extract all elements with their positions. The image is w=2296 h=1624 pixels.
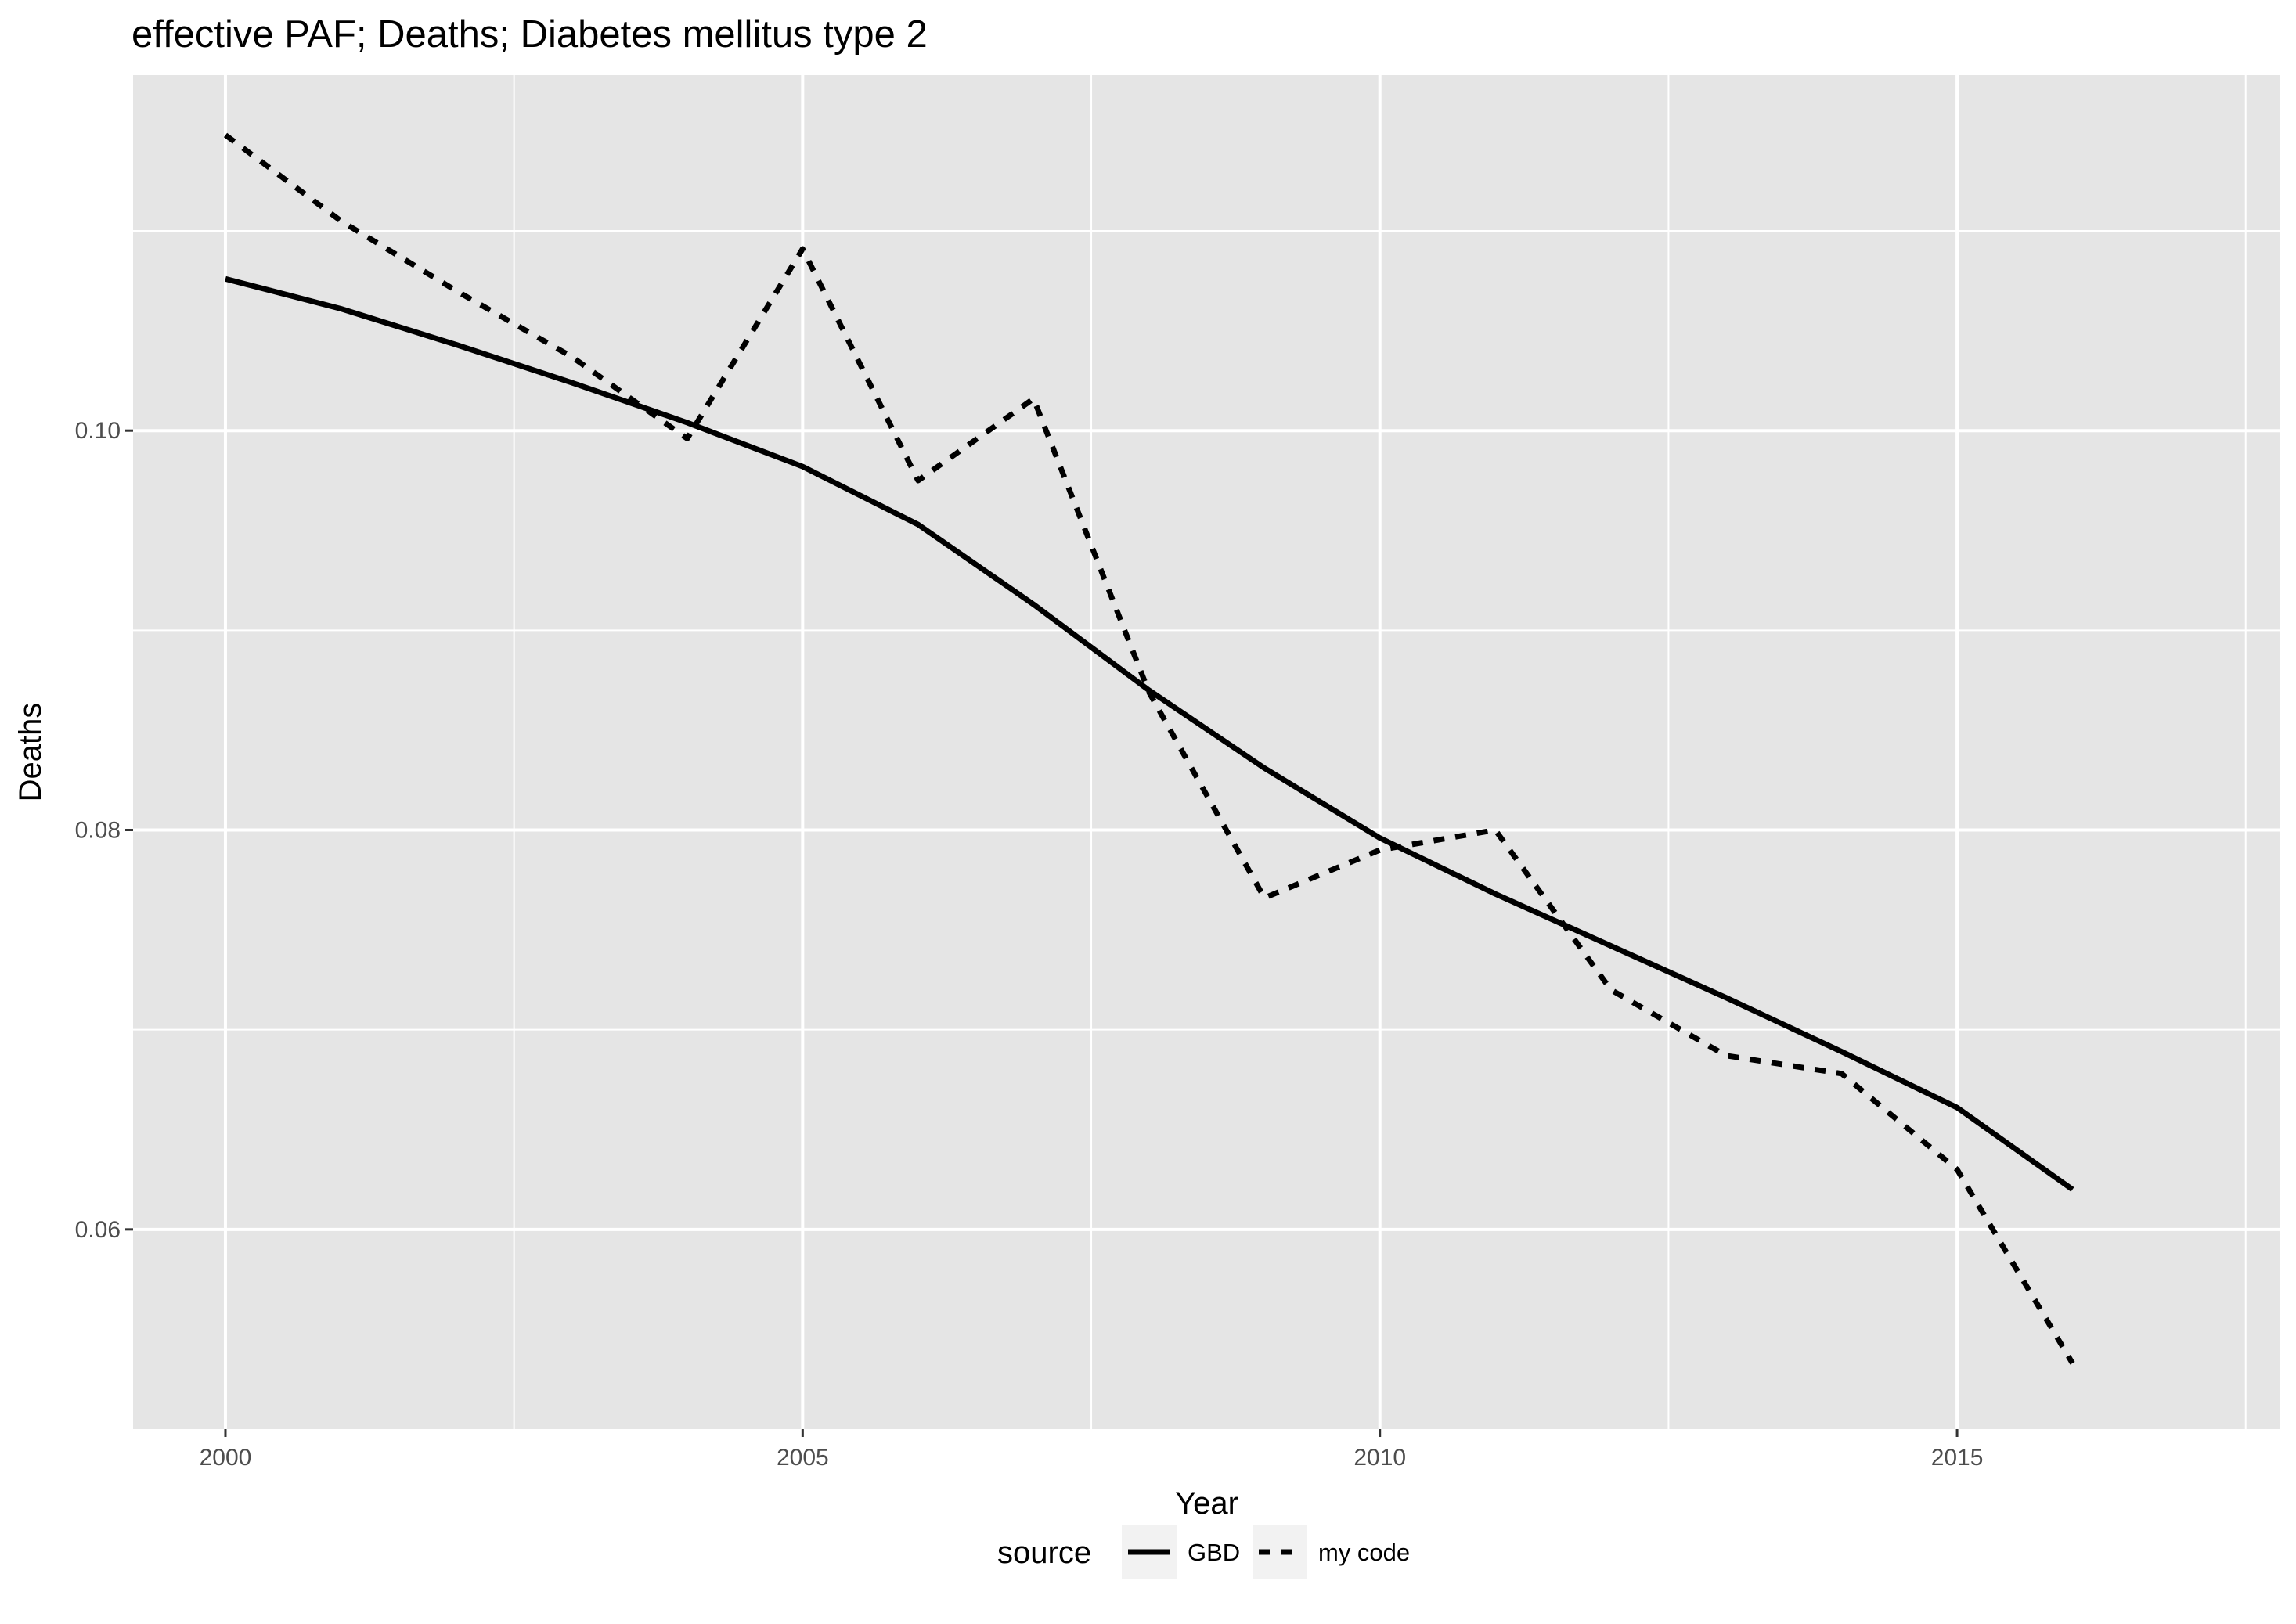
legend: source GBD my code (997, 1525, 1410, 1579)
legend-label-gbd: GBD (1188, 1539, 1240, 1566)
x-axis-title: Year (1175, 1486, 1238, 1521)
x-tick-label: 2015 (1931, 1445, 1984, 1471)
y-axis-ticks: 0.06 0.08 0.10 (75, 418, 133, 1243)
x-tick-label: 2010 (1353, 1445, 1406, 1471)
plot-panel (133, 75, 2280, 1429)
x-tick-label: 2000 (200, 1445, 252, 1471)
x-axis-ticks: 2000 2005 2010 2015 (200, 1429, 1984, 1471)
y-tick-label: 0.10 (75, 418, 121, 444)
series-lines (223, 132, 2075, 1365)
legend-label-my-code: my code (1318, 1539, 1410, 1566)
minor-gridlines (133, 75, 2280, 1429)
x-tick-label: 2005 (777, 1445, 829, 1471)
y-axis-title: Deaths (13, 703, 48, 802)
y-tick-label: 0.06 (75, 1217, 121, 1243)
legend-title: source (997, 1536, 1091, 1570)
series-line-my-code (223, 132, 2075, 1365)
y-tick-label: 0.08 (75, 818, 121, 844)
chart-title: effective PAF; Deaths; Diabetes mellitus… (132, 13, 928, 56)
series-line-gbd (225, 275, 2074, 1192)
major-gridlines (133, 75, 2280, 1429)
